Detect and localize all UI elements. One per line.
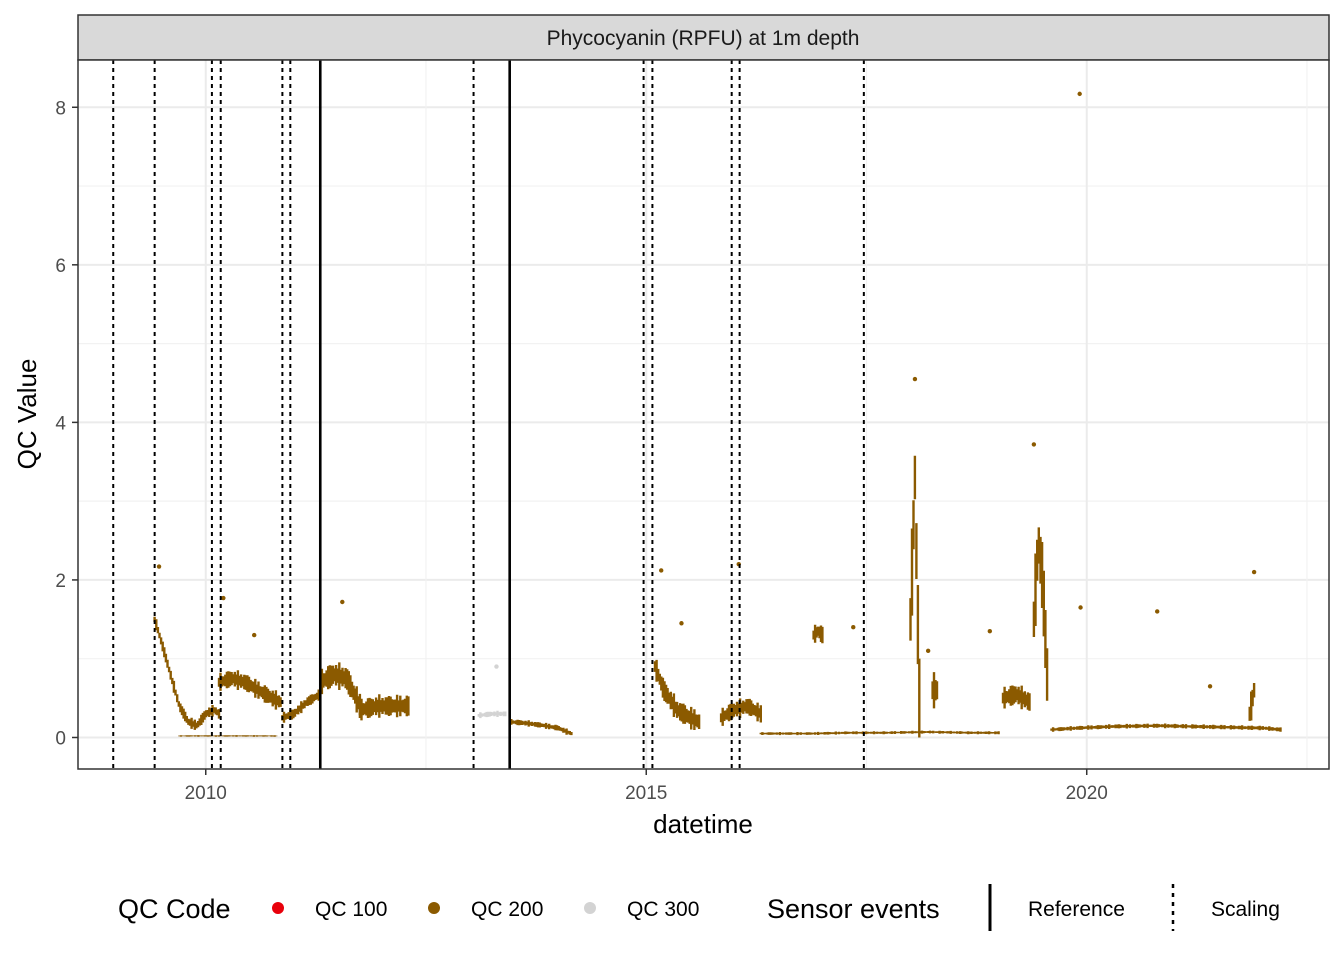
data-segment-qc300 xyxy=(477,710,507,719)
data-segment-qc200 xyxy=(1001,685,1031,711)
y-axis-title: QC Value xyxy=(12,359,42,470)
data-point-qc200 xyxy=(1207,684,1213,689)
data-segment-qc200 xyxy=(909,455,921,738)
legend-label-qc100: QC 100 xyxy=(315,898,387,921)
panel-title: Phycocyanin (RPFU) at 1m depth xyxy=(547,27,860,50)
x-tick-label: 2010 xyxy=(185,783,227,804)
legend-label-qc200: QC 200 xyxy=(471,898,543,921)
data-segment-qc200 xyxy=(653,659,701,730)
data-point-qc200 xyxy=(1031,442,1037,447)
y-tick-label: 0 xyxy=(55,728,66,749)
legend-key-qc300 xyxy=(584,902,596,914)
data-segment-qc200 xyxy=(812,624,824,644)
data-points xyxy=(153,91,1282,738)
legend-label-reference: Reference xyxy=(1028,898,1125,921)
data-segment-qc200 xyxy=(931,672,939,709)
data-point-qc200 xyxy=(912,376,918,382)
data-segment-qc200 xyxy=(1032,527,1049,701)
data-point-qc200 xyxy=(1251,569,1257,575)
data-point-qc200 xyxy=(1078,605,1083,610)
data-point-qc200 xyxy=(221,595,226,601)
legend-qc-title: QC Code xyxy=(118,894,231,924)
data-point-qc200 xyxy=(340,599,345,605)
panel-border xyxy=(77,59,1330,770)
data-segment-qc200 xyxy=(1050,723,1282,732)
data-point-qc200 xyxy=(1077,91,1082,97)
data-point-qc200 xyxy=(679,621,684,626)
y-tick-label: 8 xyxy=(55,98,66,119)
data-point-qc200 xyxy=(1155,609,1160,614)
legend-label-scaling: Scaling xyxy=(1211,898,1280,921)
data-segment-qc200 xyxy=(358,694,410,721)
data-point-qc300 xyxy=(494,664,499,669)
axes: 0 2 4 6 8 2010 2015 2020 xyxy=(55,98,1107,804)
plot-background xyxy=(78,60,1329,769)
grid xyxy=(78,60,1329,769)
panel-strip xyxy=(77,14,1330,61)
data-segment-qc200 xyxy=(1248,683,1256,721)
y-tick-label: 4 xyxy=(55,413,66,434)
x-tick-label: 2015 xyxy=(625,783,667,804)
x-tick-label: 2020 xyxy=(1066,783,1108,804)
data-point-qc200 xyxy=(851,625,856,630)
data-segment-qc200 xyxy=(719,698,762,726)
data-segment-qc200 xyxy=(217,670,282,710)
legend-label-qc300: QC 300 xyxy=(627,898,699,921)
data-point-qc200 xyxy=(659,568,664,573)
legend: QC Code QC 100 QC 200 QC 300 Sensor even… xyxy=(118,884,1280,931)
legend-key-qc200 xyxy=(428,902,440,914)
legend-events-title: Sensor events xyxy=(767,894,940,924)
legend-key-qc100 xyxy=(272,902,284,914)
data-point-qc200 xyxy=(987,628,993,634)
y-tick-label: 2 xyxy=(55,571,66,592)
sensor-event-lines xyxy=(112,60,865,769)
data-point-qc200 xyxy=(156,564,162,569)
data-point-qc200 xyxy=(925,648,931,654)
data-point-qc200 xyxy=(251,632,257,638)
x-axis-title: datetime xyxy=(653,809,753,839)
y-tick-label: 6 xyxy=(55,256,66,277)
